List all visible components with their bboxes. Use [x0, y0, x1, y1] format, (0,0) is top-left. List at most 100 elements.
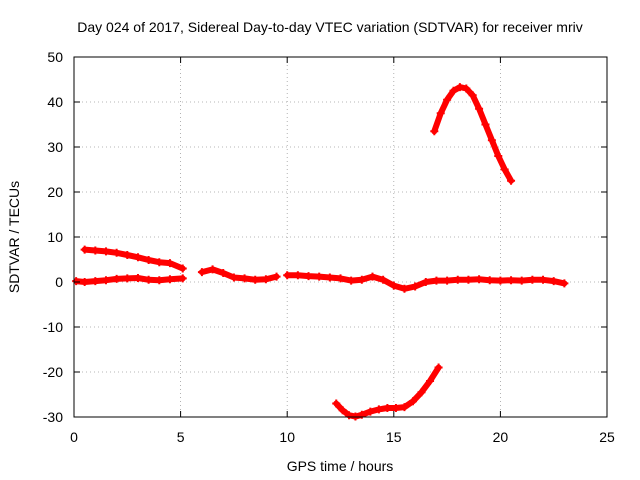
chart-title: Day 024 of 2017, Sidereal Day-to-day VTE…: [77, 19, 582, 35]
series-arc-high: [430, 83, 516, 185]
y-tick-label: 40: [47, 94, 63, 110]
data-point: [101, 276, 110, 285]
data-point: [379, 275, 388, 284]
data-point: [338, 406, 347, 415]
series-upper-arc-a: [80, 245, 187, 273]
data-point: [91, 246, 100, 255]
y-tick-labels: -30 -20 -10 0 10 20 30 40 50: [43, 49, 63, 425]
y-tick-label: -10: [43, 319, 63, 335]
data-point: [357, 275, 366, 284]
x-tick-label: 25: [599, 429, 615, 445]
data-point: [421, 278, 430, 286]
data-point: [133, 273, 142, 282]
data-point: [507, 176, 516, 185]
data-point: [72, 277, 81, 286]
data-point: [436, 109, 445, 118]
data-point: [251, 275, 260, 284]
data-point: [272, 272, 281, 281]
data-point: [345, 411, 354, 420]
data-point: [123, 274, 132, 283]
data-point: [475, 275, 484, 284]
x-tick-labels: 0 5 10 15 20 25: [70, 429, 615, 445]
y-tick-label: 30: [47, 139, 63, 155]
data-point: [304, 272, 313, 281]
data-point: [560, 279, 569, 288]
data-point: [123, 251, 132, 259]
data-point: [462, 84, 471, 93]
data-point: [400, 403, 409, 412]
y-tick-label: -20: [43, 364, 63, 380]
data-point: [229, 273, 238, 282]
series-trace: [431, 84, 515, 184]
y-axis-label: SDTVAR / TECUs: [6, 181, 22, 293]
data-point: [449, 86, 458, 95]
data-point: [101, 247, 110, 256]
data-point: [80, 245, 89, 254]
data-point: [336, 274, 345, 283]
data-point: [325, 273, 334, 282]
data-point: [485, 276, 494, 285]
x-tick-label: 20: [493, 429, 509, 445]
data-point: [383, 404, 392, 412]
series-trace: [81, 246, 186, 272]
y-tick-label: 0: [55, 274, 63, 290]
data-point: [391, 404, 400, 412]
data-point: [165, 275, 174, 284]
data-point: [496, 276, 505, 285]
data-point: [283, 271, 292, 280]
data-point: [426, 377, 435, 385]
data-point: [144, 275, 153, 284]
plot-border: [73, 56, 608, 418]
x-axis-label: GPS time / hours: [287, 458, 394, 474]
data-point: [487, 136, 496, 145]
series-baseline-b: [197, 265, 281, 284]
data-point: [434, 363, 443, 372]
data-point: [408, 397, 417, 406]
data-point: [368, 272, 377, 281]
data-point: [389, 281, 398, 290]
data-point: [197, 268, 206, 277]
axis-ticks: [73, 56, 608, 418]
data-point: [133, 253, 142, 262]
y-tick-label: 10: [47, 229, 63, 245]
y-tick-label: -30: [43, 409, 63, 425]
data-marks: [72, 83, 569, 421]
series-arc-low: [332, 363, 443, 421]
data-point: [453, 275, 462, 284]
data-point: [417, 388, 426, 397]
data-point: [165, 259, 174, 268]
data-point: [293, 271, 302, 280]
data-point: [219, 269, 228, 277]
data-point: [178, 274, 187, 283]
data-point: [240, 274, 249, 283]
data-point: [464, 275, 473, 284]
y-tick-label: 50: [47, 49, 63, 65]
data-point: [549, 277, 558, 286]
data-point: [155, 276, 164, 285]
data-point: [430, 127, 439, 136]
series-baseline-a: [72, 273, 187, 286]
x-tick-label: 10: [279, 429, 295, 445]
data-point: [347, 276, 356, 285]
data-point: [443, 276, 452, 285]
data-point: [539, 275, 548, 284]
data-point: [366, 407, 375, 416]
data-point: [112, 248, 121, 257]
data-point: [507, 276, 516, 285]
data-point: [494, 152, 503, 160]
series-baseline-c: [283, 271, 569, 293]
data-point: [481, 120, 490, 129]
data-point: [468, 91, 477, 100]
x-tick-label: 0: [70, 429, 78, 445]
data-point: [91, 277, 100, 286]
data-point: [411, 282, 420, 291]
data-point: [80, 278, 89, 286]
data-point: [443, 95, 452, 104]
data-point: [432, 276, 441, 285]
data-point: [517, 276, 526, 285]
data-point: [178, 264, 187, 273]
data-point: [475, 104, 484, 113]
grid-lines: [74, 57, 607, 417]
x-tick-label: 15: [386, 429, 402, 445]
